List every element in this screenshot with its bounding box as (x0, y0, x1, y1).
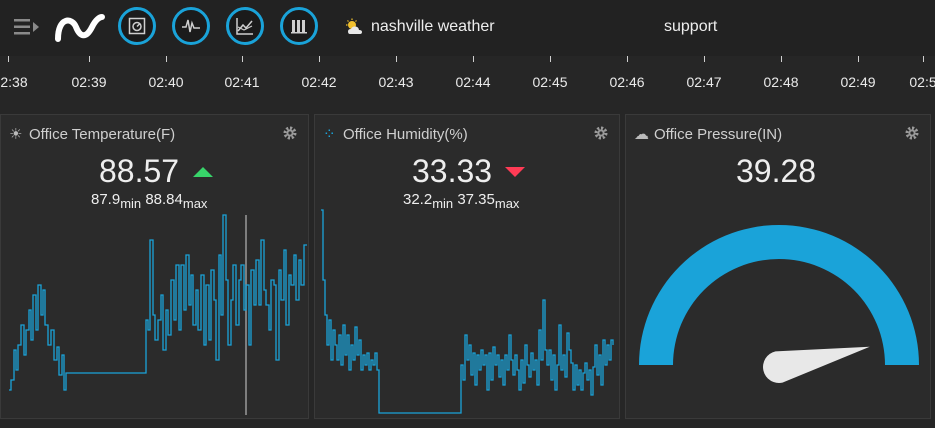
time-label: 02:43 (378, 74, 414, 90)
gauge-needle (763, 346, 870, 383)
cloud-icon: ☁ (634, 126, 649, 143)
min-label: min (120, 196, 142, 211)
time-label: 02:46 (609, 74, 645, 90)
data-grid-button[interactable] (280, 7, 318, 45)
time-label: 02:49 (840, 74, 876, 90)
temperature-title: Office Temperature(F) (29, 126, 176, 143)
time-tick (166, 56, 167, 62)
max-label: max (182, 196, 208, 211)
min-value: 87.9 (91, 191, 121, 208)
time-tick (396, 56, 397, 62)
trend-down-icon (505, 167, 525, 177)
temperature-sparkline (9, 214, 307, 415)
temperature-value: 88.57 (99, 153, 180, 189)
panel-title: ⁘ Office Humidity(%) (323, 125, 468, 143)
time-label: 02:5 (909, 74, 935, 90)
max-value: 88.84 (145, 191, 183, 208)
time-label: 2:38 (0, 74, 28, 90)
nav-support[interactable]: support (664, 18, 718, 35)
app-logo-icon[interactable] (54, 9, 106, 47)
min-value: 32.2 (403, 191, 433, 208)
pressure-title: Office Pressure(IN) (654, 126, 783, 143)
time-label: 02:42 (301, 74, 337, 90)
time-label: 02:44 (455, 74, 491, 90)
dashboard-button[interactable] (118, 7, 156, 45)
time-tick (781, 56, 782, 62)
panel-title: ☀ Office Temperature(F) (9, 125, 175, 143)
waveform-icon (182, 19, 200, 33)
gauge-arc (639, 225, 919, 365)
gear-icon[interactable] (904, 125, 920, 141)
humidity-panel: ⁘ Office Humidity(%) 33.33 32.2min 37.35m… (314, 114, 620, 419)
time-label: 02:47 (686, 74, 722, 90)
temperature-series-line (9, 214, 307, 391)
time-label: 02:45 (532, 74, 568, 90)
humidity-series-line (321, 209, 614, 414)
waveform-button[interactable] (172, 7, 210, 45)
time-tick (8, 56, 9, 62)
temperature-panel: ☀ Office Temperature(F) 88.57 87.9min 88.… (0, 114, 309, 419)
time-axis[interactable]: 2:38 02:39 02:40 02:41 02:42 02:43 02:44… (0, 56, 935, 106)
time-tick (858, 56, 859, 62)
gear-icon[interactable] (593, 125, 609, 141)
chart-trend-button[interactable] (226, 7, 264, 45)
time-label: 02:40 (148, 74, 184, 90)
trend-up-icon (193, 167, 213, 177)
menu-toggle-icon[interactable] (12, 16, 40, 38)
nav-nashville-weather[interactable]: nashville weather (371, 18, 495, 35)
pressure-value: 39.28 (736, 153, 817, 189)
gear-icon[interactable] (282, 125, 298, 141)
time-tick (242, 56, 243, 62)
time-tick (550, 56, 551, 62)
min-label: min (432, 196, 454, 211)
time-label: 02:48 (763, 74, 799, 90)
max-value: 37.35 (457, 191, 495, 208)
humidity-min-max: 32.2min 37.35max (403, 191, 519, 211)
time-tick (319, 56, 320, 62)
chart-trend-icon (236, 18, 253, 35)
weather-icon (346, 18, 362, 34)
time-label: 02:39 (71, 74, 107, 90)
pressure-panel: ☁ Office Pressure(IN) 39.28 (625, 114, 931, 419)
time-tick (473, 56, 474, 62)
pressure-gauge (639, 225, 919, 383)
time-tick (89, 56, 90, 62)
time-tick (627, 56, 628, 62)
dashboard-icon (128, 17, 146, 35)
time-label: 02:41 (224, 74, 260, 90)
droplets-icon: ⁘ (323, 126, 336, 143)
top-bar: nashville weather support (0, 0, 935, 56)
temperature-min-max: 87.9min 88.84max (91, 191, 207, 211)
panel-title: ☁ Office Pressure(IN) (634, 125, 782, 143)
time-tick (923, 56, 924, 62)
max-label: max (494, 196, 520, 211)
humidity-value: 33.33 (412, 153, 493, 189)
sun-icon: ☀ (9, 126, 23, 143)
humidity-sparkline (321, 209, 614, 414)
data-grid-icon (291, 20, 307, 34)
humidity-title: Office Humidity(%) (343, 126, 468, 143)
time-tick (704, 56, 705, 62)
